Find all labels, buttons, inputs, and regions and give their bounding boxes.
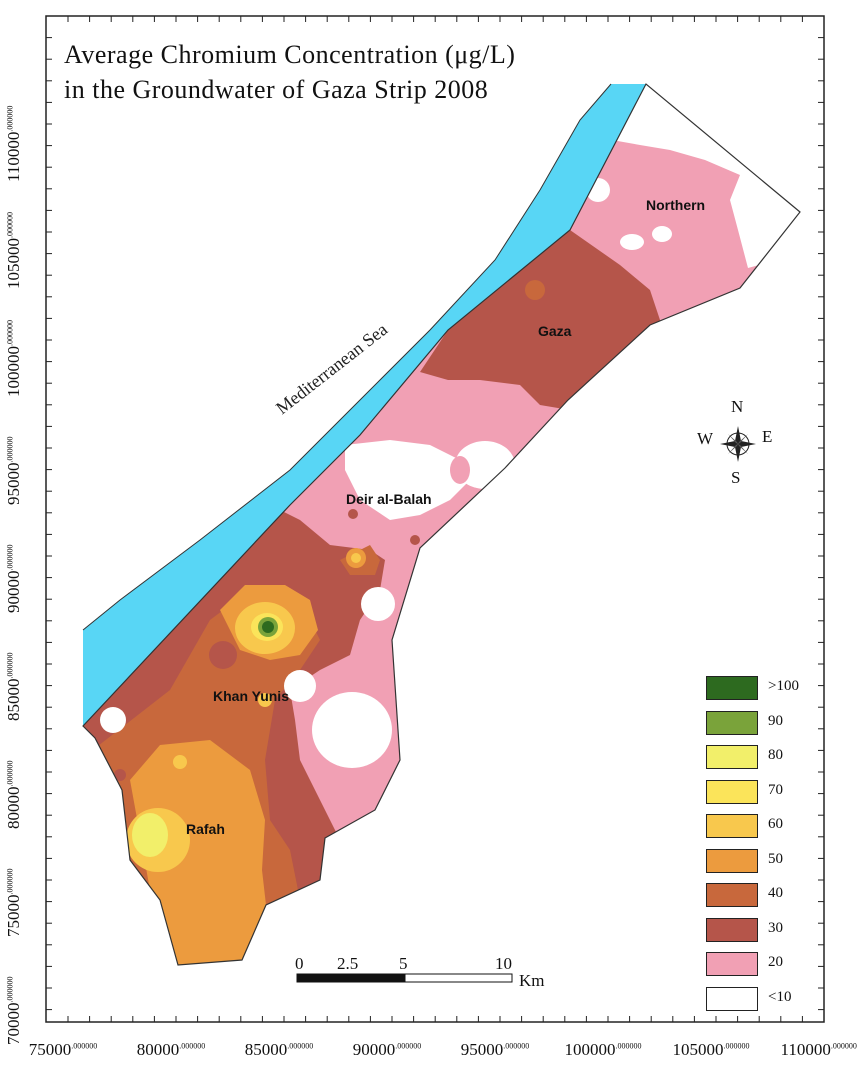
legend-label: 50 xyxy=(768,850,783,867)
x-tick-label: 95000.000000 xyxy=(460,1040,530,1059)
y-tick-label: 85000.000000 xyxy=(4,652,23,722)
legend-label: 60 xyxy=(768,816,783,832)
legend-label: >100 xyxy=(768,678,799,694)
scale-label-2-5: 2.5 xyxy=(337,954,359,973)
legend-item: 50 xyxy=(706,848,846,875)
x-tick-label: 110000.000000 xyxy=(780,1040,857,1059)
legend-item: 90 xyxy=(706,710,846,737)
compass-west-label: W xyxy=(697,429,714,448)
legend-label: 40 xyxy=(768,885,783,901)
legend-swatch xyxy=(706,952,758,976)
legend-swatch xyxy=(706,917,758,942)
legend-label: 20 xyxy=(768,954,783,970)
legend-swatch xyxy=(706,676,758,700)
place-label-rafah: Rafah xyxy=(186,821,225,837)
axis-ticks xyxy=(46,15,824,1022)
place-label-khan-yunis: Khan Yunis xyxy=(213,688,289,704)
legend-item: >100 xyxy=(706,676,846,702)
place-label-northern: Northern xyxy=(646,197,706,213)
x-tick-label: 75000.000000 xyxy=(28,1040,98,1059)
x-tick-label: 80000.000000 xyxy=(136,1040,206,1059)
place-label-deir-al-balah: Deir al-Balah xyxy=(346,491,432,507)
map-title-line2: in the Groundwater of Gaza Strip 2008 xyxy=(64,75,489,104)
legend-swatch xyxy=(706,814,758,838)
x-tick-label: 100000.000000 xyxy=(564,1040,642,1059)
legend-item: 40 xyxy=(706,883,846,909)
legend-label: 80 xyxy=(768,747,783,763)
x-tick-label: 90000.000000 xyxy=(352,1040,422,1059)
y-tick-label: 100000.000000 xyxy=(4,320,23,397)
scale-unit: Km xyxy=(519,971,545,990)
y-tick-label: 105000.000000 xyxy=(4,212,23,289)
compass-south-label: S xyxy=(731,468,741,487)
legend-item: 30 xyxy=(706,917,846,944)
legend-label: <10 xyxy=(768,988,792,1005)
y-tick-label: 110000.000000 xyxy=(4,105,23,182)
legend-swatch xyxy=(706,986,758,1011)
legend-item: <10 xyxy=(706,986,846,1013)
scale-label-5: 5 xyxy=(399,954,408,973)
compass-north-label: N xyxy=(731,397,744,416)
legend-item: 20 xyxy=(706,952,846,978)
legend-label: 30 xyxy=(768,919,783,936)
legend-item: 80 xyxy=(706,745,846,771)
legend-label: 70 xyxy=(768,781,783,798)
legend-swatch xyxy=(706,710,758,735)
legend-swatch xyxy=(706,745,758,769)
legend-item: 60 xyxy=(706,814,846,840)
x-tick-label: 85000.000000 xyxy=(244,1040,314,1059)
compass-rose-icon xyxy=(720,426,756,462)
legend-swatch xyxy=(706,883,758,907)
gaza-strip-outline xyxy=(82,83,801,966)
scale-label-10: 10 xyxy=(495,954,512,973)
x-tick-label: 105000.000000 xyxy=(672,1040,750,1059)
place-label-gaza: Gaza xyxy=(538,323,572,339)
legend-label: 90 xyxy=(768,712,783,729)
legend-swatch xyxy=(706,848,758,873)
y-tick-label: 80000.000000 xyxy=(4,760,23,830)
scale-label-0: 0 xyxy=(295,954,304,973)
legend-item: 70 xyxy=(706,779,846,806)
scale-bar xyxy=(296,973,513,983)
y-tick-label: 95000.000000 xyxy=(4,436,23,506)
compass-east-label: E xyxy=(762,427,773,446)
legend-swatch xyxy=(706,779,758,804)
map-title-line1: Average Chromium Concentration (μg/L) xyxy=(64,40,516,69)
y-tick-label: 90000.000000 xyxy=(4,544,23,614)
y-tick-label: 70000.000000 xyxy=(4,976,23,1046)
y-tick-label: 75000.000000 xyxy=(4,868,23,938)
